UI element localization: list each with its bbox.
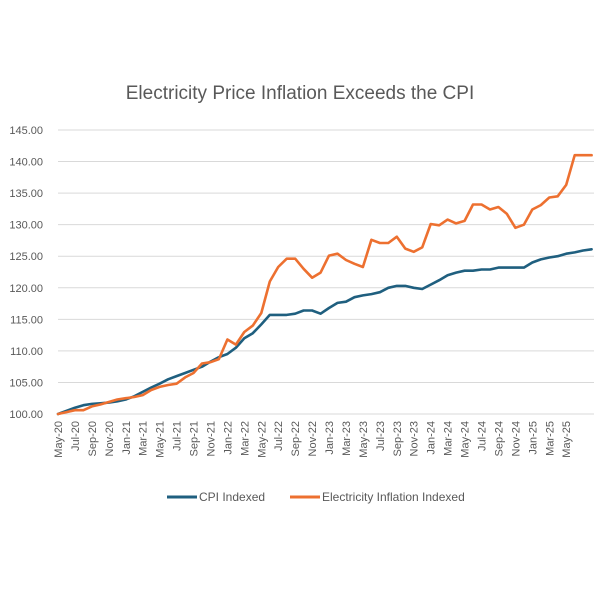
x-tick-label: Nov-24 — [510, 421, 522, 456]
x-tick-label: Sep-20 — [87, 421, 99, 456]
series-lines — [56, 153, 593, 416]
x-tick-label: Nov-21 — [205, 421, 217, 456]
x-tick-label: Jan-24 — [426, 421, 438, 455]
y-axis-ticks: 100.00 105.00 110.00 115.00 120.00 125.00 130.… — [9, 125, 43, 421]
y-tick-label: 125.00 — [9, 251, 43, 263]
x-tick-label: May-22 — [256, 421, 268, 458]
x-tick-label: Jul-24 — [477, 421, 489, 451]
x-tick-label: Jan-21 — [121, 421, 133, 455]
x-tick-label: May-23 — [358, 421, 370, 458]
x-tick-label: Jul-21 — [172, 421, 184, 451]
x-tick-label: Nov-23 — [409, 421, 421, 456]
x-tick-label: Nov-22 — [307, 421, 319, 456]
chart-title: Electricity Price Inflation Exceeds the … — [126, 83, 474, 104]
x-tick-label: Sep-21 — [189, 421, 201, 456]
y-tick-label: 145.00 — [9, 125, 43, 137]
x-tick-label: Mar-22 — [239, 421, 251, 456]
legend-label-cpi: CPI Indexed — [199, 490, 265, 504]
y-tick-label: 110.00 — [10, 346, 43, 358]
x-tick-label: Jul-22 — [273, 421, 285, 451]
x-tick-label: May-20 — [53, 421, 65, 458]
x-tick-label: Jan-25 — [527, 421, 539, 455]
y-tick-label: 115.00 — [10, 314, 43, 326]
x-tick-label: Nov-20 — [104, 421, 116, 456]
x-tick-label: Sep-24 — [493, 421, 505, 456]
y-tick-label: 100.00 — [9, 409, 43, 421]
x-tick-label: Mar-24 — [443, 421, 455, 456]
x-tick-label: Jul-20 — [70, 421, 82, 451]
x-tick-label: Jul-23 — [375, 421, 387, 451]
x-tick-label: Mar-25 — [544, 421, 556, 456]
y-tick-label: 135.00 — [9, 188, 43, 200]
cpi-line — [56, 248, 593, 416]
x-tick-label: May-24 — [460, 421, 472, 458]
legend: CPI Indexed Electricity Inflation Indexe… — [167, 490, 465, 504]
y-tick-label: 130.00 — [9, 220, 43, 232]
x-tick-label: Jan-22 — [222, 421, 234, 455]
legend-label-electricity: Electricity Inflation Indexed — [322, 490, 465, 504]
x-tick-label: May-21 — [155, 421, 167, 458]
electricity-line — [56, 153, 593, 416]
x-tick-label: Sep-23 — [392, 421, 404, 456]
x-tick-label: Mar-23 — [341, 421, 353, 456]
x-tick-label: May-25 — [561, 421, 573, 458]
x-axis-ticks: May-20 Jul-20 Sep-20 Nov-20 Jan-21 Mar-21 May-… — [53, 421, 573, 458]
y-tick-label: 140.00 — [9, 157, 43, 169]
x-tick-label: Mar-21 — [138, 421, 150, 456]
x-tick-label: Sep-22 — [290, 421, 302, 456]
y-tick-label: 105.00 — [9, 377, 43, 389]
gridlines — [58, 129, 594, 415]
x-tick-label: Jan-23 — [324, 421, 336, 455]
y-tick-label: 120.00 — [9, 283, 43, 295]
